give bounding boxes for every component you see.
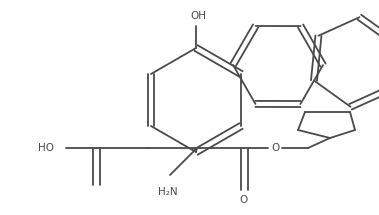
Text: HO: HO bbox=[38, 143, 54, 153]
Text: O: O bbox=[240, 195, 248, 205]
Text: O: O bbox=[271, 143, 279, 153]
Text: H₂N: H₂N bbox=[158, 187, 178, 197]
Text: OH: OH bbox=[190, 11, 206, 21]
